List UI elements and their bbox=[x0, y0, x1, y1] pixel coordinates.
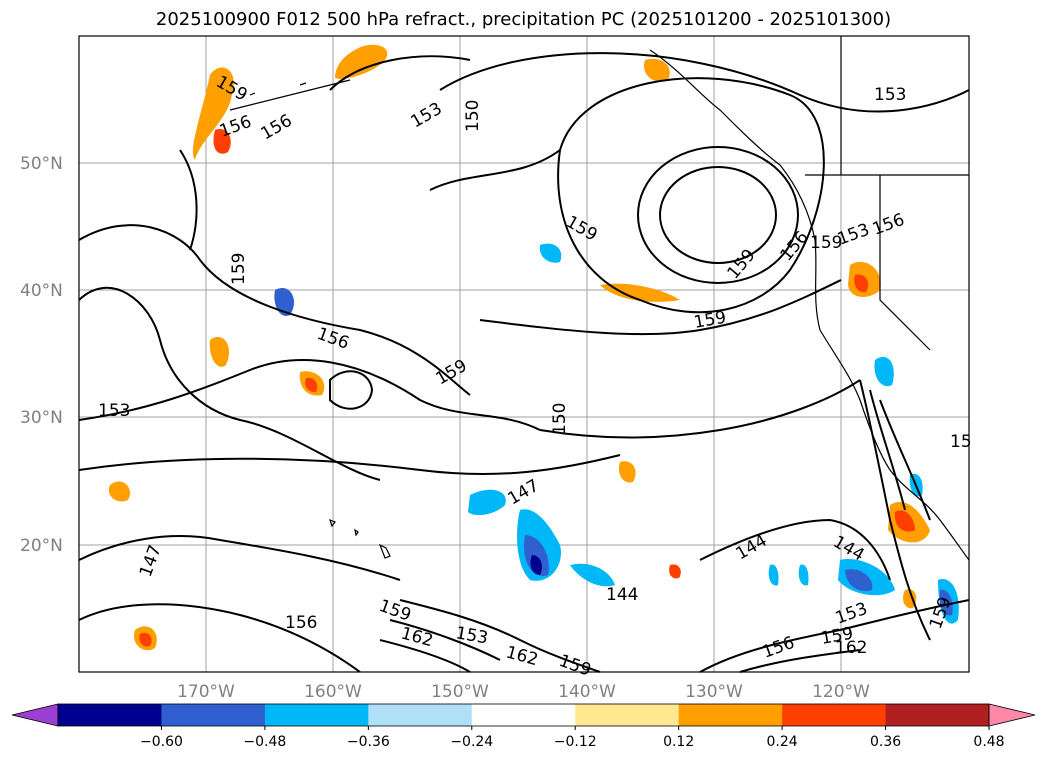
colorbar-tick-label: 0.12 bbox=[663, 734, 694, 750]
colorbar-tick-label: −0.24 bbox=[450, 734, 493, 750]
colorbar-segment bbox=[368, 704, 473, 726]
coastlines bbox=[229, 36, 970, 561]
lat-label: 30°N bbox=[20, 408, 63, 428]
lon-label: 150°W bbox=[431, 682, 489, 702]
colorbar-segment bbox=[678, 704, 783, 726]
contours bbox=[78, 52, 970, 673]
contour-label: 153 bbox=[874, 85, 906, 105]
colorbar-tick-label: 0.24 bbox=[767, 734, 798, 750]
lon-label: 140°W bbox=[558, 682, 616, 702]
lat-axis: 50°N 40°N 30°N 20°N bbox=[20, 154, 63, 556]
colorbar-outline bbox=[57, 703, 990, 727]
precip-shading bbox=[108, 44, 959, 651]
colorbar-labels: −0.60 −0.48 −0.36 −0.24 −0.12 0.12 0.24 0.36 0.4… bbox=[140, 726, 1005, 750]
colorbar-segment bbox=[264, 704, 369, 726]
lat-label: 50°N bbox=[20, 154, 63, 174]
contour-label: 144 bbox=[606, 585, 638, 605]
chart-title: 2025100900 F012 500 hPa refract., precip… bbox=[155, 9, 892, 30]
lon-axis: 170°W 160°W 150°W 140°W 130°W 120°W bbox=[177, 682, 870, 702]
colorbar-segment bbox=[471, 704, 576, 726]
contour-label: 156 bbox=[285, 613, 317, 633]
colorbar-tick-label: 0.36 bbox=[870, 734, 901, 750]
lat-label: 40°N bbox=[20, 281, 63, 301]
map-frame bbox=[78, 35, 970, 673]
lon-label: 130°W bbox=[685, 682, 743, 702]
colorbar-segment bbox=[782, 704, 887, 726]
colorbar-segment bbox=[885, 704, 990, 726]
lon-label: 160°W bbox=[304, 682, 362, 702]
colorbar-segment bbox=[575, 704, 680, 726]
colorbar-tick-label: −0.36 bbox=[347, 734, 390, 750]
colorbar-segment bbox=[161, 704, 266, 726]
contour-label: 150 bbox=[550, 403, 570, 435]
lat-label: 20°N bbox=[20, 536, 63, 556]
colorbar-segment bbox=[58, 704, 162, 726]
lon-label: 170°W bbox=[177, 682, 235, 702]
colorbar-tick-label: −0.60 bbox=[140, 734, 183, 750]
colorbar-tick-label: 0.48 bbox=[973, 734, 1004, 750]
colorbar-tick-label: −0.12 bbox=[554, 734, 597, 750]
colorbar-tick-label: −0.48 bbox=[243, 734, 286, 750]
colorbar bbox=[11, 703, 1036, 727]
contour-label: 159 bbox=[229, 253, 249, 285]
contour-label: 150 bbox=[463, 100, 483, 132]
contour-label: 153 bbox=[98, 401, 130, 421]
contour-label: 162 bbox=[835, 638, 867, 658]
contour-label: 15 bbox=[950, 432, 972, 452]
lon-label: 120°W bbox=[812, 682, 870, 702]
colorbar-extend-low bbox=[11, 703, 59, 727]
contour-label: 159 bbox=[810, 233, 842, 253]
colorbar-extend-high bbox=[988, 703, 1036, 727]
